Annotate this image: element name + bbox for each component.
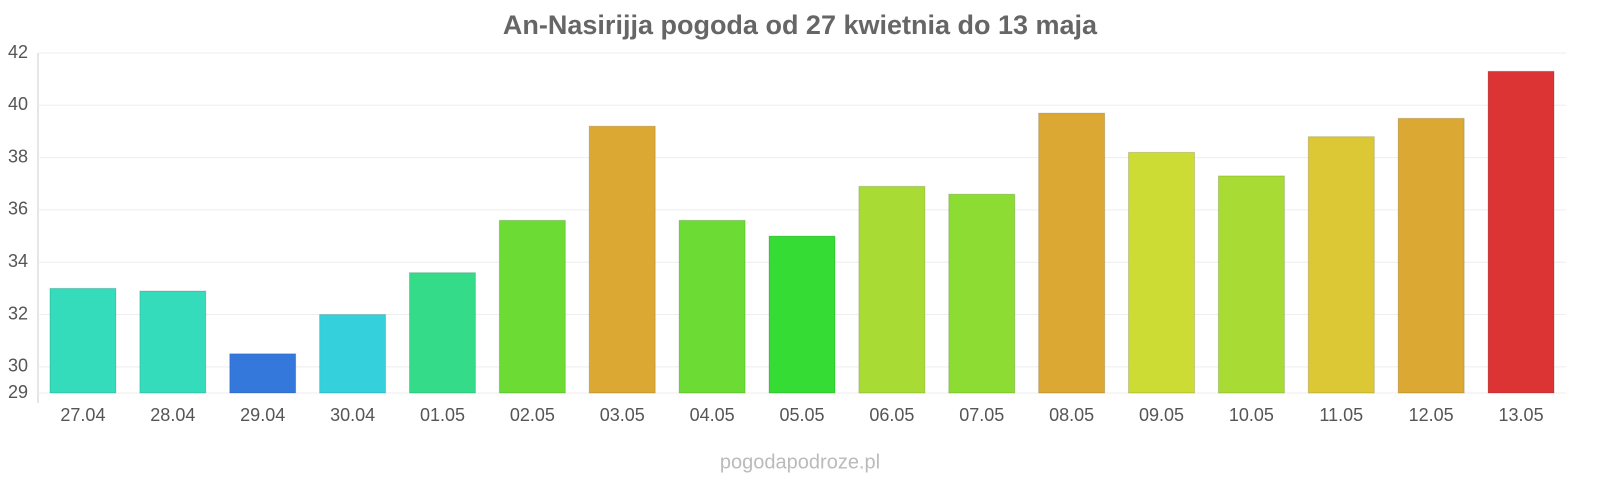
x-tick-label: 09.05 — [1139, 405, 1184, 425]
chart-title: An-Nasirijja pogoda od 27 kwietnia do 13… — [503, 10, 1098, 40]
y-tick-label: 29 — [8, 382, 28, 402]
source: pogodapodroze.pl — [720, 451, 880, 473]
x-tick-label: 27.04 — [60, 405, 105, 425]
x-tick-label: 08.05 — [1049, 405, 1094, 425]
x-tick-label: 10.05 — [1229, 405, 1274, 425]
y-tick-label: 32 — [8, 303, 28, 323]
bar — [858, 185, 926, 394]
x-tick-label: 05.05 — [779, 405, 824, 425]
x-tick-label: 06.05 — [869, 405, 914, 425]
bar — [768, 235, 836, 394]
x-tick-label: 07.05 — [959, 405, 1004, 425]
x-tick-label: 30.04 — [330, 405, 375, 425]
bar — [49, 287, 117, 394]
bar — [498, 219, 566, 394]
x-tick-label: 04.05 — [690, 405, 735, 425]
y-tick-label: 36 — [8, 199, 28, 219]
y-tick-label: 38 — [8, 146, 28, 166]
bar — [1307, 136, 1375, 394]
bar — [1128, 151, 1196, 394]
x-tick-label: 01.05 — [420, 405, 465, 425]
bar — [588, 125, 656, 394]
bar — [319, 314, 387, 394]
x-tick-label: 02.05 — [510, 405, 555, 425]
bar — [139, 290, 207, 394]
bar — [408, 272, 476, 394]
bar — [1397, 117, 1465, 394]
y-tick-label: 30 — [8, 356, 28, 376]
bar — [678, 219, 746, 394]
bar — [1038, 112, 1106, 394]
x-tick-label: 28.04 — [150, 405, 195, 425]
bar — [1487, 70, 1555, 394]
x-tick-label: 13.05 — [1499, 405, 1544, 425]
bar — [948, 193, 1016, 394]
y-tick-label: 42 — [8, 42, 28, 62]
x-tick-label: 11.05 — [1319, 405, 1363, 425]
x-tick-label: 29.04 — [240, 405, 285, 425]
bar — [229, 353, 297, 394]
x-tick-label: 03.05 — [600, 405, 645, 425]
x-tick-label: 12.05 — [1409, 405, 1454, 425]
y-tick-label: 34 — [8, 251, 28, 271]
bar — [1217, 175, 1285, 394]
y-tick-label: 40 — [8, 94, 28, 114]
